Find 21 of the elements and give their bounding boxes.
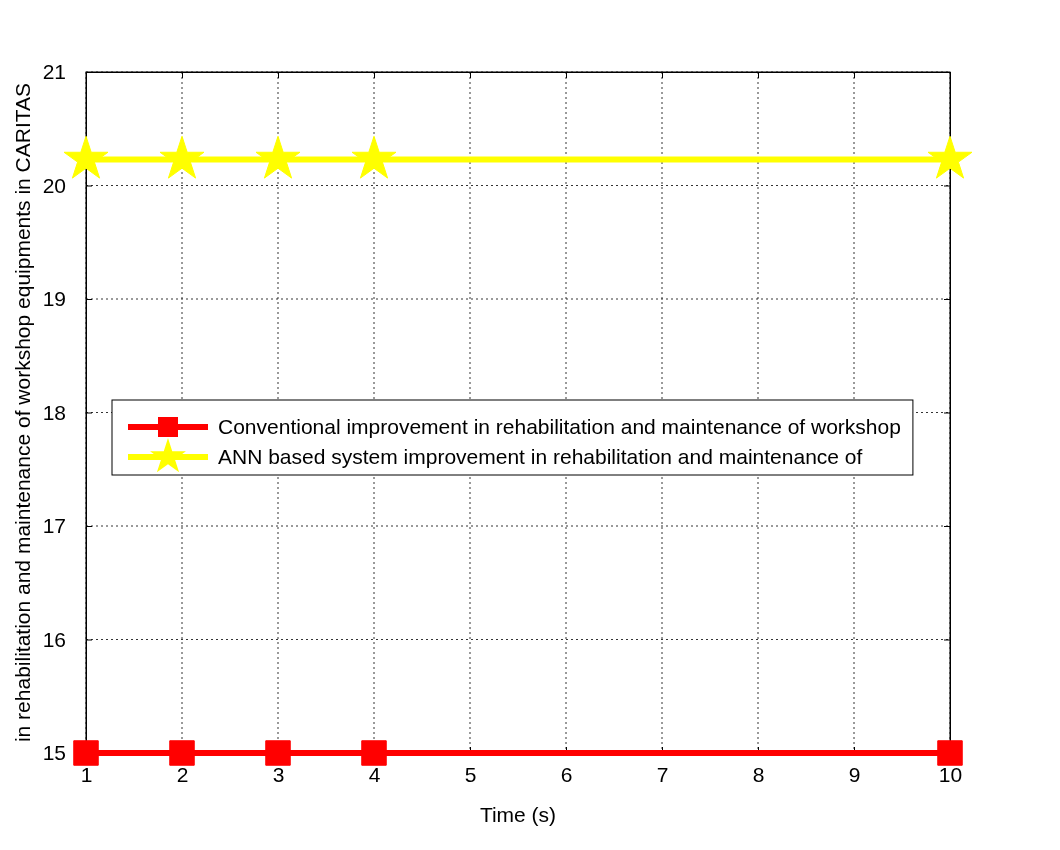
legend-label: ANN based system improvement in rehabilitation and maintenance of — [218, 445, 863, 468]
x-tick-label: 4 — [368, 762, 381, 786]
x-tick-label: 2 — [176, 762, 189, 786]
y-tick-label: 19 — [42, 287, 66, 311]
x-tick-label: 5 — [464, 762, 477, 786]
y-tick-label: 21 — [42, 60, 66, 84]
y-tick-label: 17 — [42, 514, 66, 538]
y-axis-title: in rehabilitation and maintenance of workshop equipments in CARITAS — [11, 82, 34, 743]
y-tick-label: 15 — [42, 741, 66, 765]
x-axis-title: Time (s) — [479, 803, 557, 826]
y-tick-label: 16 — [42, 627, 66, 651]
x-tick-label: 10 — [938, 762, 963, 786]
x-tick-label: 9 — [848, 762, 861, 786]
y-tick-label: 20 — [42, 173, 66, 197]
x-tick-label: 1 — [80, 762, 93, 786]
x-tick-label: 3 — [272, 762, 285, 786]
x-tick-label: 6 — [560, 762, 573, 786]
y-tick-label: 18 — [42, 400, 66, 424]
legend-label: Conventional improvement in rehabilitation and maintenance of workshop — [218, 415, 901, 438]
x-tick-label: 7 — [656, 762, 669, 786]
x-tick-label: 8 — [752, 762, 765, 786]
